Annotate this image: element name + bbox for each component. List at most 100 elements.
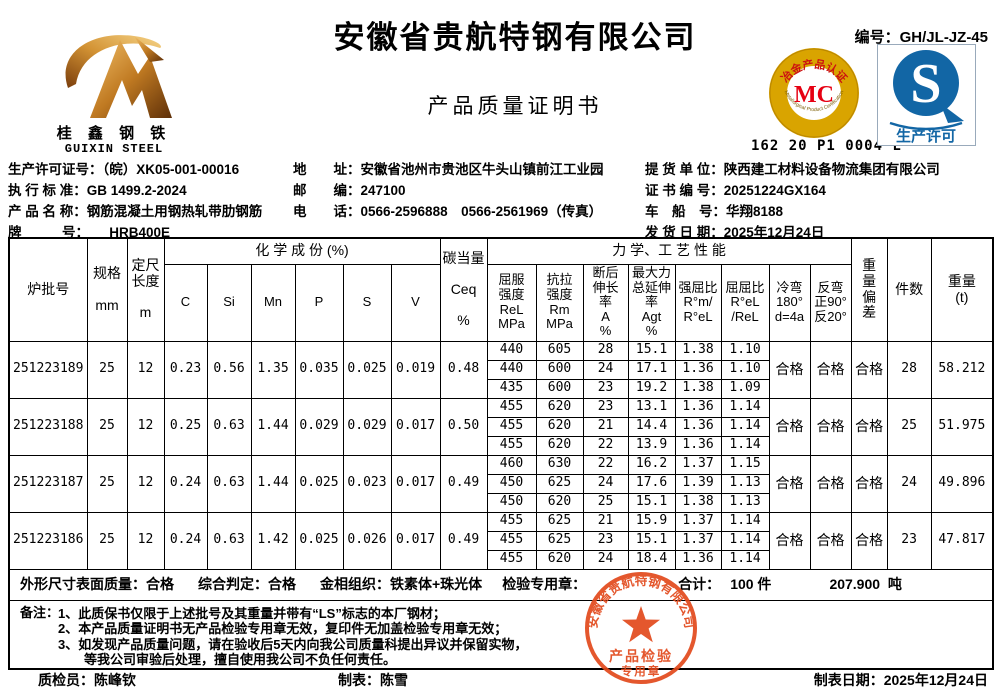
col-heat-no: 炉批号 [8, 237, 88, 342]
cell-weight-dev: 合格 [850, 340, 888, 399]
license-no-line: 生产许可证号：（皖）XK05-001-00016 [8, 162, 240, 177]
cell-ratio1: 1.37 [674, 454, 722, 475]
cell-length: 12 [126, 511, 165, 570]
cell-ratio2: 1.14 [720, 549, 770, 570]
qs-production-license-badge: S 生产许可 [877, 44, 976, 146]
phone-line: 电 话：0566-2596888 0566-2561969（传真） [293, 204, 603, 219]
inspection-stamp: 安徽省贵航特钢有限公司 产品检验 专用章 [580, 569, 702, 691]
cell-weight: 51.975 [930, 397, 994, 456]
col-ratio2: 屈屈比 R°eL /ReL [720, 263, 770, 342]
cell-rm: 620 [535, 416, 584, 437]
cell-pieces: 25 [886, 397, 932, 456]
cell-si: 0.56 [206, 340, 252, 399]
footer: 质检员：陈峰钦 制表：陈雪 制表日期：2025年12月24日 [0, 670, 1000, 692]
cell-ratio2: 1.13 [720, 492, 770, 513]
cell-ratio2: 1.09 [720, 378, 770, 399]
cell-ratio2: 1.14 [720, 530, 770, 551]
cell-cold-bend: 合格 [768, 454, 811, 513]
cell-reverse-bend: 合格 [809, 454, 852, 513]
col-weight: 重量 (t) [930, 237, 994, 342]
metallographic-structure: 金相组织：铁素体+珠光体 [320, 575, 483, 592]
cell-p: 0.029 [294, 397, 344, 456]
cell-weight-dev: 合格 [850, 511, 888, 570]
cell-ratio1: 1.37 [674, 511, 722, 532]
cell-a: 23 [582, 378, 629, 399]
cell-s: 0.029 [342, 397, 392, 456]
mc-certification-badge: 冶金产品认证 Metallurgical Product Certificati… [768, 47, 860, 139]
cell-a: 22 [582, 435, 629, 456]
document-title: 产品质量证明书 [427, 94, 603, 118]
col-c: C [163, 263, 208, 342]
col-group-chemistry: 化 学 成 份 (%) [163, 237, 441, 265]
cell-rm: 620 [535, 549, 584, 570]
certificate-table: 炉批号 规格 mm 定尺 长度 m 化 学 成 份 (%) 碳当量 Ceq % … [8, 237, 995, 670]
cell-v: 0.017 [390, 511, 441, 570]
total-label: 合计： [678, 575, 721, 592]
cell-agt: 16.2 [627, 454, 676, 475]
cell-ratio2: 1.15 [720, 454, 770, 475]
cell-weight-dev: 合格 [850, 454, 888, 513]
cell-p: 0.025 [294, 454, 344, 513]
cell-a: 24 [582, 473, 629, 494]
cell-agt: 19.2 [627, 378, 676, 399]
cell-ratio2: 1.13 [720, 473, 770, 494]
cell-a: 23 [582, 397, 629, 418]
cell-weight: 49.896 [930, 454, 994, 513]
grade-line: 牌 号： HRB400E [8, 225, 171, 240]
cell-weight: 58.212 [930, 340, 994, 399]
cell-rel: 435 [486, 378, 537, 399]
cell-rel: 460 [486, 454, 537, 475]
vehicle-line: 车 船 号：华翔8188 [645, 204, 784, 219]
col-cold-bend: 冷弯 180° d=4a [768, 263, 811, 342]
consignee-line: 提 货 单 位：陕西建工材料设备物流集团有限公司 [645, 162, 940, 177]
col-reverse-bend: 反弯 正90° 反20° [809, 263, 852, 342]
cell-s: 0.023 [342, 454, 392, 513]
mc-certificate-code: 162 20 P1 0004 L [751, 138, 902, 154]
cell-reverse-bend: 合格 [809, 511, 852, 570]
cell-si: 0.63 [206, 511, 252, 570]
cell-ratio2: 1.10 [720, 340, 770, 361]
zip-line: 邮 编：247100 [293, 183, 406, 198]
cert-id-line: 证 书 编 号：20251224GX164 [645, 183, 826, 198]
mc-letters: MC [794, 82, 834, 108]
cell-mn: 1.44 [250, 454, 296, 513]
cell-rm: 600 [535, 378, 584, 399]
cell-ceq: 0.48 [439, 340, 488, 399]
cell-a: 24 [582, 549, 629, 570]
cell-heat-no: 251223186 [8, 511, 88, 570]
col-length: 定尺 长度 m [126, 237, 165, 342]
col-v: V [390, 263, 441, 342]
cell-rm: 625 [535, 511, 584, 532]
inspector-name: 质检员：陈峰钦 [38, 672, 136, 688]
cell-length: 12 [126, 340, 165, 399]
cell-cold-bend: 合格 [768, 340, 811, 399]
cell-a: 25 [582, 492, 629, 513]
cell-cold-bend: 合格 [768, 511, 811, 570]
remark-line: 2、本产品质量证明书无产品检验专用章无效，复印件无加盖检验专用章无效； [58, 621, 508, 636]
logo-chinese-name: 桂 鑫 钢 铁 [56, 125, 172, 142]
cell-weight: 47.817 [930, 511, 994, 570]
cell-ratio1: 1.39 [674, 473, 722, 494]
cell-heat-no: 251223189 [8, 340, 88, 399]
cell-agt: 15.1 [627, 492, 676, 513]
qs-letter: S [910, 53, 941, 115]
cell-weight-dev: 合格 [850, 397, 888, 456]
col-pieces: 件数 [886, 237, 932, 342]
cell-rel: 455 [486, 530, 537, 551]
cell-ratio2: 1.14 [720, 416, 770, 437]
cell-ratio1: 1.36 [674, 435, 722, 456]
cell-rm: 625 [535, 530, 584, 551]
cell-length: 12 [126, 397, 165, 456]
cell-length: 12 [126, 454, 165, 513]
cell-rm: 600 [535, 359, 584, 380]
cell-rel: 455 [486, 549, 537, 570]
cell-p: 0.025 [294, 511, 344, 570]
info-column-middle: 地 址：安徽省池州市贵池区牛头山镇前江工业园 邮 编：247100 电 话：05… [293, 159, 604, 222]
col-agt: 最大力 总延伸 率 Agt % [627, 263, 676, 342]
logo-english-name: GUIXIN STEEL [64, 142, 164, 156]
cell-v: 0.017 [390, 397, 441, 456]
col-p: P [294, 263, 344, 342]
cell-spec: 25 [86, 340, 128, 399]
cell-a: 23 [582, 530, 629, 551]
